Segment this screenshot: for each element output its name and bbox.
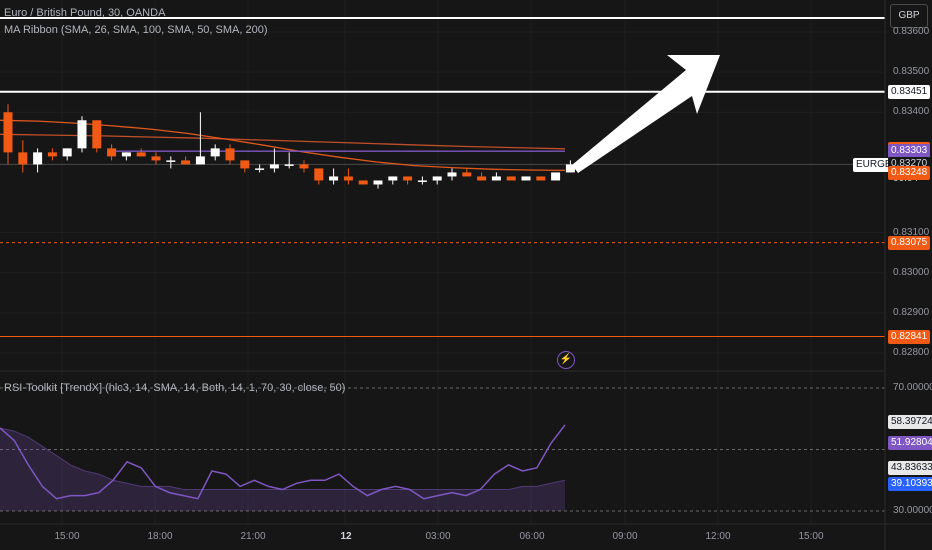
- ma-purple-tag: 0.83303: [888, 144, 931, 159]
- price-axis-label: 0.83100: [893, 226, 930, 238]
- rsi-line: [0, 424, 566, 500]
- candle-body: [151, 156, 161, 161]
- rsi-ma-tag: 43.83633: [888, 461, 932, 475]
- rsi-legend[interactable]: RSI-Toolkit [TrendX] (hlc3, 14, SMA, 14,…: [4, 382, 346, 394]
- rsi-axis-label: 30.00000: [893, 505, 932, 516]
- candle-body: [491, 176, 501, 181]
- time-axis-label: 09:00: [612, 531, 638, 542]
- candle-body: [314, 168, 324, 181]
- candle-body: [329, 176, 339, 181]
- time-axis-label: 03:00: [425, 531, 451, 542]
- candle-body: [136, 152, 146, 157]
- time-axis-label: 18:00: [147, 531, 173, 542]
- time-axis-label: 12: [340, 531, 352, 542]
- price-axis-label: 0.83500: [893, 66, 930, 78]
- rsi-upper-tag: 58.39724: [888, 415, 932, 429]
- rsi-axis-label: 70.00000: [893, 382, 932, 393]
- dashed-level-tag: 0.83075: [888, 235, 931, 250]
- candle-body: [477, 176, 487, 181]
- candle-body: [403, 176, 413, 181]
- candle-body: [432, 176, 442, 181]
- candle-body: [240, 160, 250, 169]
- time-axis-label: 15:00: [54, 531, 80, 542]
- candle-body: [62, 148, 72, 157]
- price-axis-label: 0.83600: [893, 26, 930, 37]
- candle-body: [77, 120, 87, 149]
- candle-body: [521, 176, 531, 181]
- lightning-icon[interactable]: ⚡: [557, 351, 575, 369]
- candle-body: [3, 112, 13, 153]
- candle-body: [373, 180, 383, 185]
- arrow-shape[interactable]: [572, 55, 720, 173]
- candle-body: [551, 172, 561, 181]
- rsi-pane: [0, 387, 885, 512]
- ma-ribbon-legend[interactable]: MA Ribbon (SMA, 26, SMA, 100, SMA, 50, S…: [4, 24, 268, 36]
- time-axis-label: 06:00: [519, 531, 545, 542]
- candle-body: [388, 176, 398, 181]
- candle-body: [210, 148, 220, 157]
- candle-body: [181, 160, 191, 165]
- candlesticks: [3, 104, 575, 189]
- rsi-ma-fill: [0, 428, 565, 511]
- candle-body: [447, 172, 457, 177]
- candle-body: [506, 176, 516, 181]
- currency-button[interactable]: GBP: [890, 4, 928, 28]
- price-axis-label: 0.83400: [893, 106, 930, 118]
- candle-body: [536, 176, 546, 181]
- time-axis-label: 21:00: [240, 531, 266, 542]
- candle-body: [284, 164, 294, 166]
- candle-body: [299, 164, 309, 169]
- price-axis-label: 0.82800: [893, 347, 930, 358]
- candle-body: [343, 176, 353, 181]
- candle-body: [358, 180, 368, 185]
- candle-body: [462, 172, 472, 177]
- candle-body: [92, 120, 102, 149]
- candle-body: [255, 168, 265, 170]
- trend-arrow[interactable]: [572, 55, 720, 173]
- candle-body: [269, 164, 279, 169]
- candle-body: [195, 156, 205, 165]
- price-axis-label: 0.83000: [893, 266, 930, 278]
- candle-body: [47, 152, 57, 157]
- support-level-tag: 0.82841: [888, 329, 931, 344]
- ma-orange-low-tag: 0.83248: [888, 166, 931, 181]
- rsi-lower-tag: 39.10393: [888, 477, 932, 491]
- candle-body: [166, 160, 176, 162]
- line-level-top-tag: 0.83451: [888, 84, 931, 99]
- candle-body: [33, 152, 43, 165]
- candle-body: [121, 152, 131, 157]
- candle-body: [417, 180, 427, 182]
- candle-body: [107, 148, 117, 157]
- time-axis-label: 15:00: [798, 531, 824, 542]
- rsi-value-tag: 51.92804: [888, 436, 932, 450]
- time-axis-label: 12:00: [705, 531, 731, 542]
- candle-body: [565, 164, 575, 173]
- candle-body: [225, 148, 235, 161]
- horizontal-levels[interactable]: [0, 17, 885, 338]
- candle-body: [18, 152, 28, 165]
- price-axis-label: 0.82900: [893, 306, 930, 318]
- grid: [0, 0, 885, 524]
- chart-title[interactable]: Euro / British Pound, 30, OANDA: [4, 7, 166, 19]
